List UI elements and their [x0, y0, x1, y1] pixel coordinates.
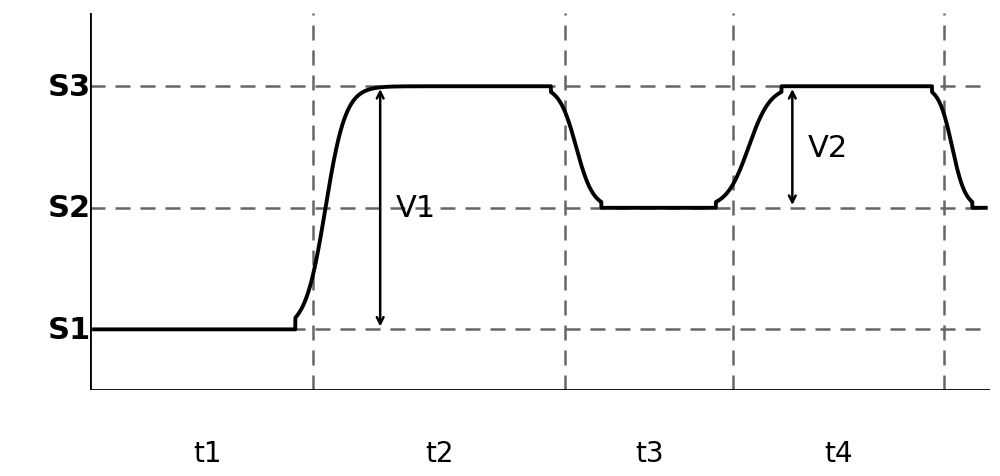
Text: t3: t3: [635, 439, 664, 467]
Text: S3: S3: [47, 73, 91, 101]
Text: V1: V1: [395, 194, 436, 223]
Text: t4: t4: [824, 439, 853, 467]
Text: S2: S2: [47, 194, 91, 223]
Text: t2: t2: [425, 439, 453, 467]
Text: t1: t1: [194, 439, 222, 467]
Text: V2: V2: [807, 133, 848, 162]
Text: S1: S1: [47, 315, 91, 344]
